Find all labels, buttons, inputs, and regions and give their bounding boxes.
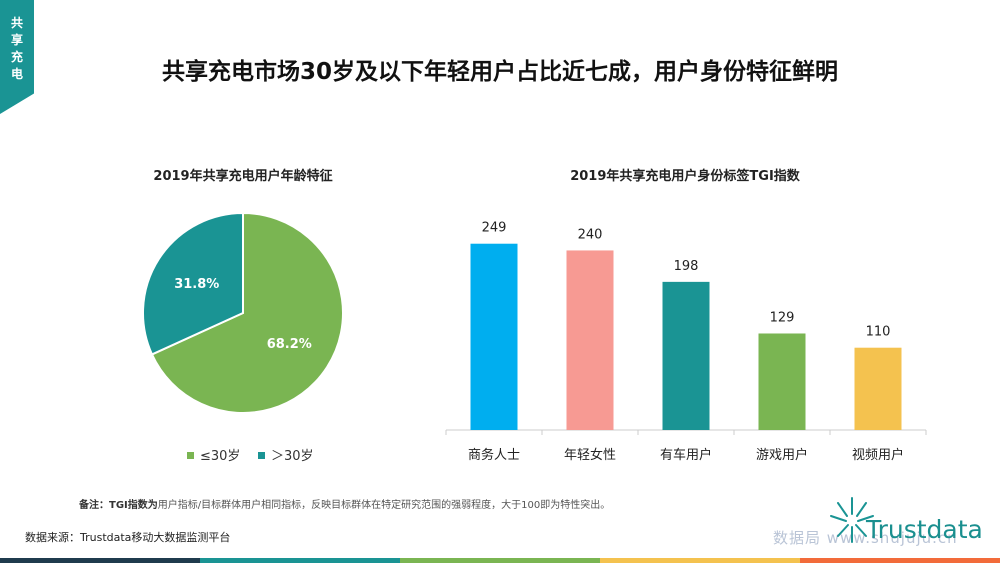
logo-text: Trustdata xyxy=(866,515,983,544)
bottom-bar-segment xyxy=(200,558,400,563)
legend-item-gt30: ＞30岁 xyxy=(258,445,314,464)
pie-slice xyxy=(150,211,344,414)
x-tick-label: 游戏用户 xyxy=(756,447,808,463)
bottom-bar-segment xyxy=(800,558,1000,563)
page-title: 共享充电市场30岁及以下年轻用户占比近七成，用户身份特征鲜明 xyxy=(161,59,838,85)
pie-slice-label: 68.2% xyxy=(267,337,312,352)
legend-label: ＞30岁 xyxy=(271,449,314,464)
footnote-text: 用户指标/目标群体用户相同指标，反映目标群体在特定研究范围的强弱程度，大于100… xyxy=(157,500,611,511)
corner-char: 充 xyxy=(10,50,23,64)
bar xyxy=(758,333,806,430)
legend-item-le30: ≤30岁 xyxy=(187,445,240,464)
bar xyxy=(854,347,902,430)
corner-char: 电 xyxy=(10,67,23,81)
watermark: 数据局 www.shujuju.cn xyxy=(773,529,958,547)
footnote: 备注：TGI指数为用户指标/目标群体用户相同指标，反映目标群体在特定研究范围的强… xyxy=(79,496,610,511)
bar xyxy=(566,250,614,430)
bar-value-label: 240 xyxy=(578,227,603,242)
x-tick-label: 有车用户 xyxy=(660,447,712,463)
pie-chart-title: 2019年共享充电用户年龄特征 xyxy=(153,169,333,184)
bar-chart-title: 2019年共享充电用户身份标签TGI指数 xyxy=(570,169,800,184)
corner-char: 共 xyxy=(10,16,23,30)
bottom-bar-segment xyxy=(400,558,600,563)
data-source: 数据来源：Trustdata移动大数据监测平台 xyxy=(25,531,231,544)
footnote-term: TGI指数为 xyxy=(109,500,158,511)
legend-label: ≤30岁 xyxy=(200,449,241,464)
legend-swatch xyxy=(187,452,194,459)
pie-slice xyxy=(142,211,244,356)
bar xyxy=(662,281,710,430)
bar-value-label: 249 xyxy=(482,221,507,236)
x-tick-label: 商务人士 xyxy=(468,447,520,463)
bar-value-label: 129 xyxy=(770,310,795,325)
pie-slice-label: 31.8% xyxy=(174,277,219,292)
legend-swatch xyxy=(258,452,265,459)
bottom-color-bar xyxy=(0,558,1000,563)
bar-value-label: 110 xyxy=(866,325,891,340)
bar-value-label: 198 xyxy=(674,259,699,274)
corner-tab: 共 享 充 电 xyxy=(0,0,34,114)
bottom-bar-segment xyxy=(0,558,200,563)
bar xyxy=(470,243,518,430)
x-tick-label: 年轻女性 xyxy=(564,447,616,463)
bottom-bar-segment xyxy=(600,558,800,563)
x-tick-label: 视频用户 xyxy=(852,447,904,463)
footnote-label: 备注： xyxy=(79,500,109,511)
corner-char: 享 xyxy=(10,33,23,47)
